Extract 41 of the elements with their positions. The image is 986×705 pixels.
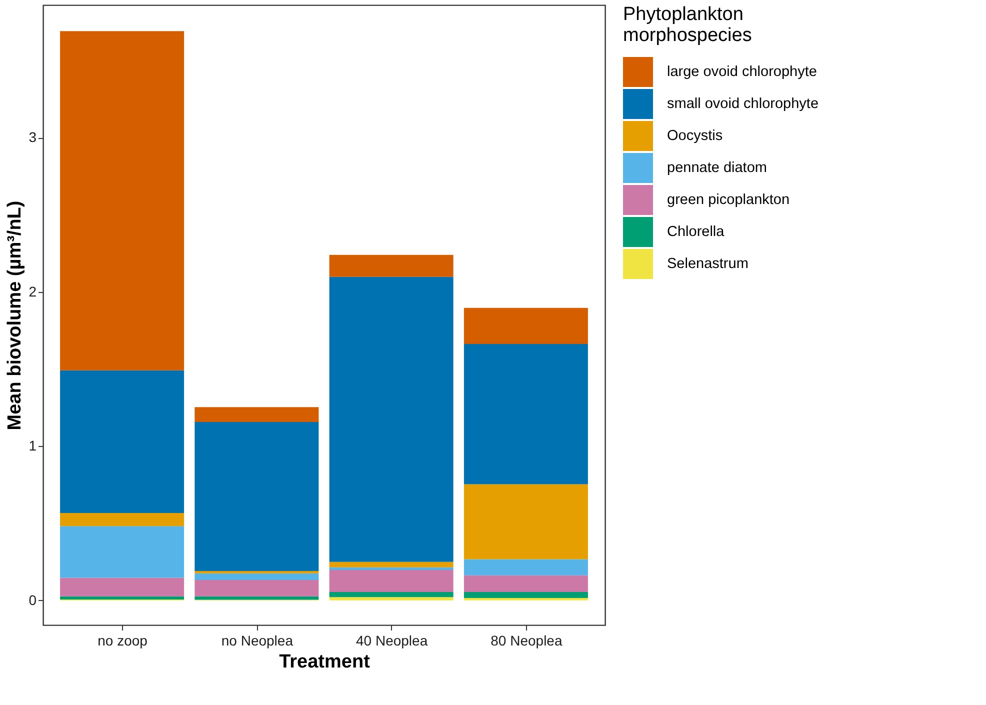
y-axis-title: Mean biovolume (µm³/nL) [4,200,26,430]
y-tick-label: 3 [28,129,37,146]
bar [329,254,454,277]
bar [464,592,588,598]
bar [464,344,588,484]
legend-label: green picoplankton [667,192,790,208]
bar [60,31,184,370]
legend-title: Phytoplankton morphospecies [623,4,752,46]
bar [329,562,454,568]
bar [60,578,184,596]
bar [329,597,454,600]
x-axis-title: Treatment [279,652,371,672]
bar [329,570,454,592]
bar [194,407,319,422]
bar [464,308,588,344]
y-tick-label: 1 [28,438,37,454]
legend-label: Oocystis [667,128,723,144]
bar [464,559,588,576]
y-tick-label: 0 [28,592,37,608]
x-tick-label: no zoop [98,632,148,648]
bar [194,422,319,572]
x-tick-label: no Neoplea [221,632,294,648]
legend-label: Selenastrum [667,256,748,272]
x-tick-label: 80 Neoplea [490,632,562,648]
legend-label: large ovoid chlorophyte [667,64,817,80]
y-tick-label: 2 [28,283,37,300]
bar [194,580,319,596]
bar [60,526,184,578]
bar [329,276,454,562]
bar [60,513,184,526]
legend-label: small ovoid chlorophyte [667,96,819,112]
legend-label: Chlorella [667,224,726,240]
bar [329,567,454,570]
bar [60,596,184,600]
x-tick-label: 40 Neoplea [356,632,428,648]
bar [60,370,184,514]
bar [464,575,588,592]
bar [329,592,454,598]
bar [464,484,588,560]
legend-label: pennate diatom [667,160,767,176]
bar [194,573,319,580]
